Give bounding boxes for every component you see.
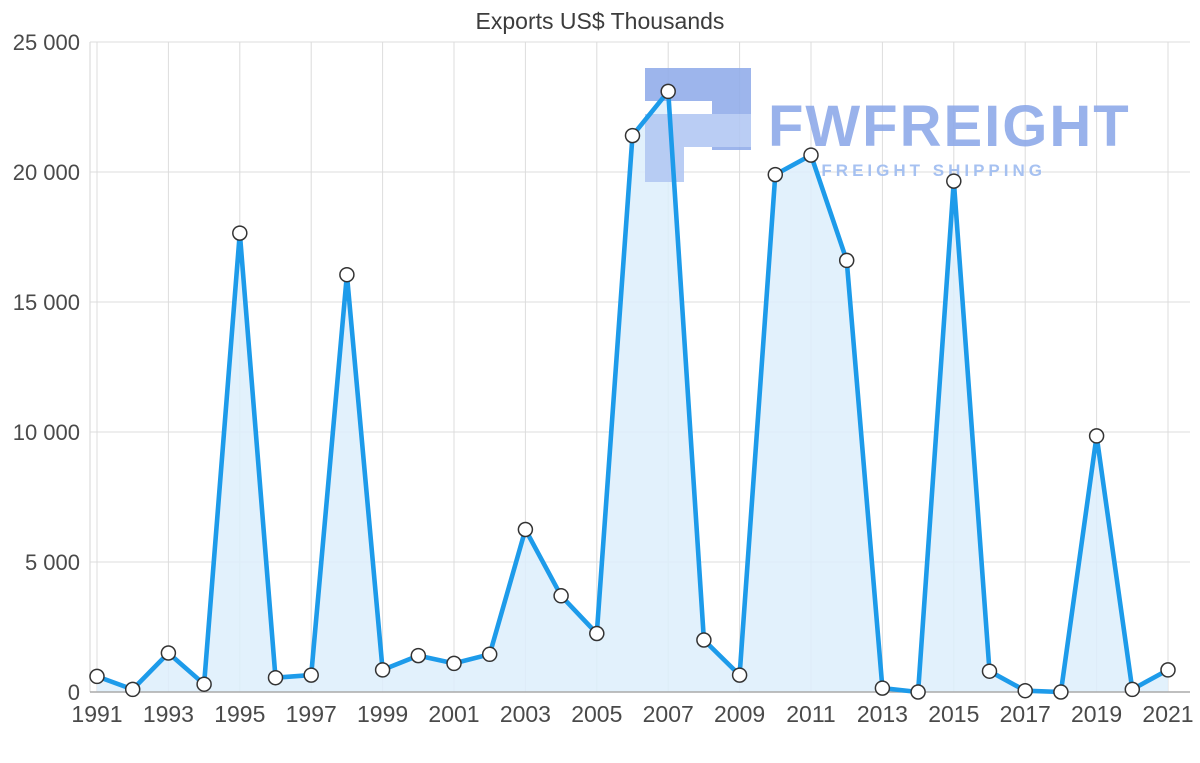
data-point-2001 xyxy=(446,655,462,672)
data-point-2012 xyxy=(838,252,855,269)
data-point-1996 xyxy=(267,669,284,686)
data-point-2011 xyxy=(803,147,819,163)
x-tick-label: 2015 xyxy=(928,701,979,727)
data-point-1995 xyxy=(232,225,248,241)
x-tick-label: 2005 xyxy=(571,701,622,727)
data-point-1992 xyxy=(124,681,141,698)
y-tick-label: 20 000 xyxy=(13,160,80,185)
data-point-2020 xyxy=(1124,681,1141,698)
data-point-2005 xyxy=(589,625,605,642)
fwfreight-logo-icon xyxy=(645,68,751,182)
x-tick-label: 2011 xyxy=(786,701,835,727)
data-point-2017 xyxy=(1017,682,1033,699)
y-tick-label: 0 xyxy=(68,680,80,705)
y-tick-label: 5 000 xyxy=(25,550,80,575)
watermark-tagline: FREIGHT SHIPPING xyxy=(821,161,1046,180)
area-layer xyxy=(90,91,1190,693)
data-point-1997 xyxy=(303,667,319,683)
x-tick-label: 1991 xyxy=(71,701,122,727)
data-point-2021 xyxy=(1160,662,1176,678)
x-tick-label: 2013 xyxy=(857,701,908,727)
watermark: FWFREIGHT FREIGHT SHIPPING xyxy=(645,68,1131,182)
x-tick-label: 2007 xyxy=(643,701,694,727)
x-tick-label: 1993 xyxy=(143,701,194,727)
watermark-brand: FWFREIGHT xyxy=(768,94,1131,159)
y-tick-label: 25 000 xyxy=(13,30,80,55)
data-point-2000 xyxy=(410,647,427,664)
area-fill xyxy=(97,91,1168,692)
x-tick-label: 2021 xyxy=(1142,701,1193,727)
data-point-2006 xyxy=(624,127,641,144)
data-point-2016 xyxy=(981,663,998,679)
data-point-1993 xyxy=(160,645,177,661)
data-point-2014 xyxy=(910,684,926,700)
data-point-1994 xyxy=(196,676,212,692)
data-point-2013 xyxy=(874,680,891,696)
data-point-2002 xyxy=(481,646,498,663)
data-point-2018 xyxy=(1053,684,1069,700)
data-point-1999 xyxy=(374,662,391,678)
data-point-1991 xyxy=(89,668,105,685)
x-tick-label: 1997 xyxy=(286,701,337,727)
x-tick-label: 2003 xyxy=(500,701,551,727)
x-tick-label: 2001 xyxy=(428,701,479,727)
data-point-2019 xyxy=(1088,428,1105,444)
x-tick-label: 2019 xyxy=(1071,701,1122,727)
x-tick-label: 2009 xyxy=(714,701,765,727)
data-point-2004 xyxy=(553,588,569,604)
logo-stem-left xyxy=(645,114,684,182)
y-tick-label: 10 000 xyxy=(13,420,80,445)
data-point-2015 xyxy=(946,173,962,189)
data-point-1998 xyxy=(339,266,355,283)
data-point-2009 xyxy=(731,667,748,683)
data-point-2007 xyxy=(660,83,676,100)
data-point-2008 xyxy=(696,632,712,648)
data-point-2010 xyxy=(767,166,784,183)
y-tick-label: 15 000 xyxy=(13,290,80,315)
data-point-2003 xyxy=(517,521,534,538)
line-layer xyxy=(89,83,1176,700)
x-tick-label: 1995 xyxy=(214,701,265,727)
x-tick-label: 2017 xyxy=(1000,701,1051,727)
chart-title: Exports US$ Thousands xyxy=(475,8,725,34)
x-tick-label: 1999 xyxy=(357,701,408,727)
